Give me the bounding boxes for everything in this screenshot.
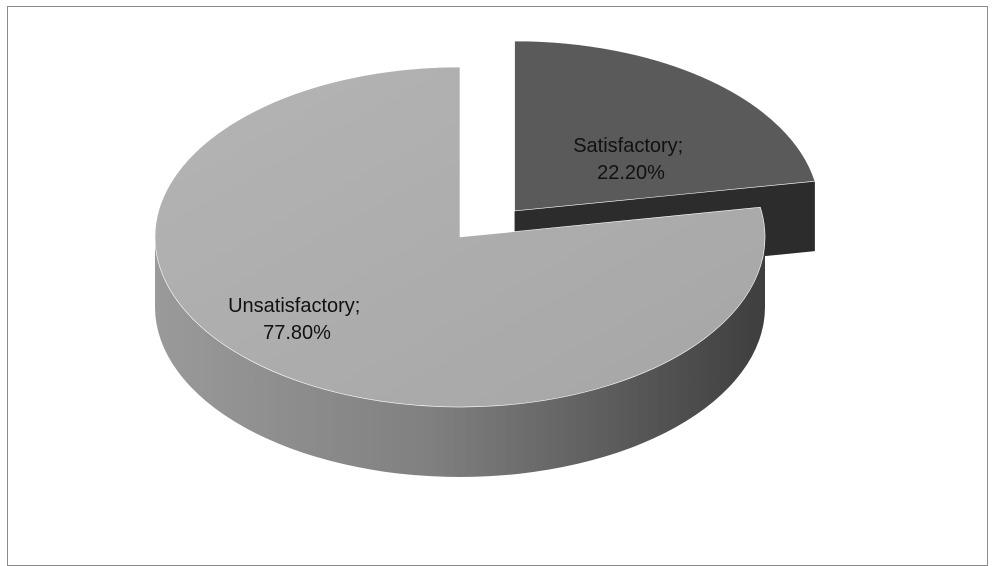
slice-label-unsatisfactory-value: 77.80% bbox=[263, 322, 331, 344]
slice-label-satisfactory-name: Satisfactory; bbox=[573, 135, 683, 157]
slice-top-satisfactory bbox=[514, 40, 816, 212]
slice-side-unsatisfactory bbox=[155, 237, 765, 477]
slice-top-unsatisfactory bbox=[154, 66, 766, 408]
slice-label-unsatisfactory: Unsatisfactory; 77.80% bbox=[228, 295, 366, 344]
slice-label-satisfactory-value: 22.20% bbox=[597, 162, 665, 184]
slice-label-satisfactory: Satisfactory; 22.20% bbox=[573, 135, 689, 184]
slice-label-unsatisfactory-name: Unsatisfactory; bbox=[228, 295, 360, 317]
